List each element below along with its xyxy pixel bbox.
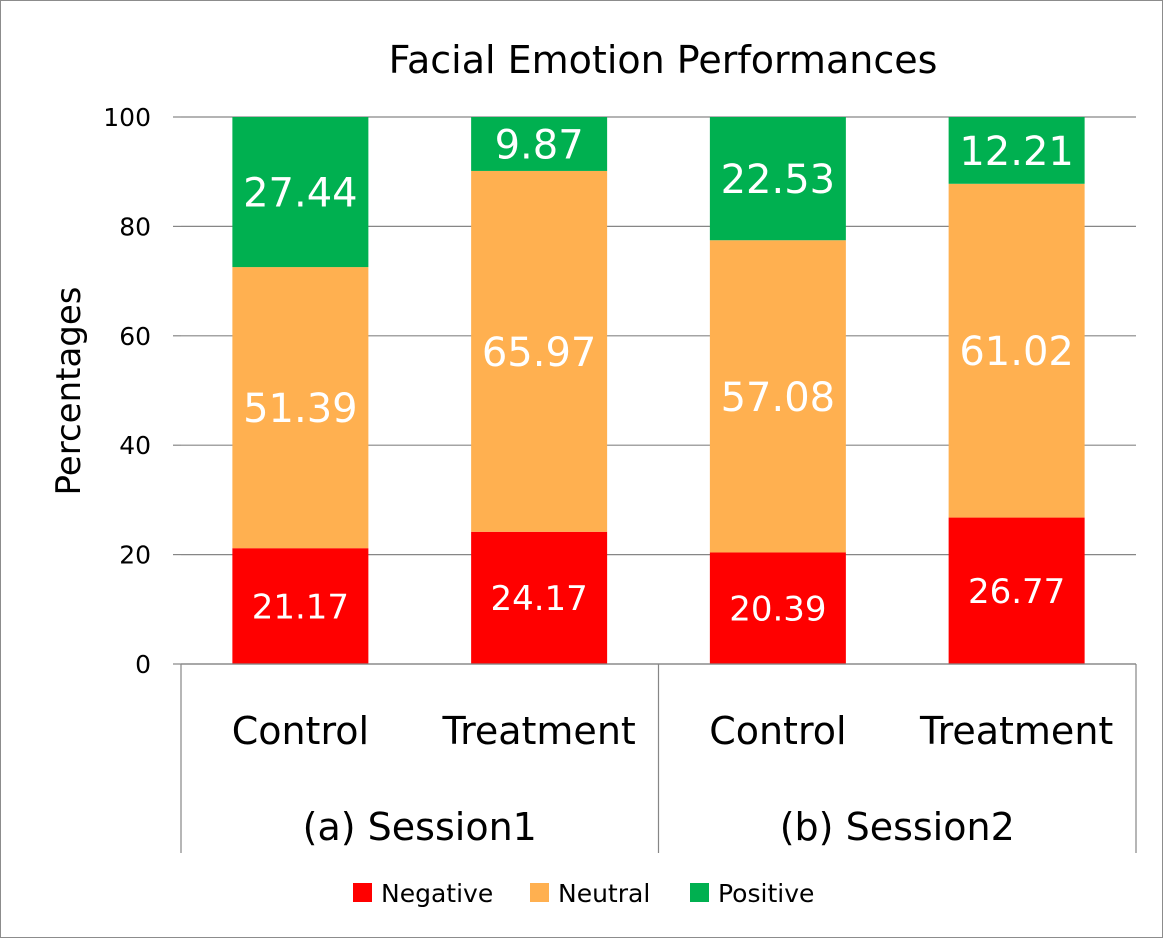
legend-swatch-neutral (530, 883, 549, 902)
x-group-label: (a) Session1 (303, 805, 537, 849)
legend-swatch-positive (690, 883, 709, 902)
x-group-label: (b) Session2 (780, 805, 1015, 849)
bar-segment-negative (471, 531, 608, 664)
data-label-positive: 12.21 (959, 129, 1074, 175)
bar-segment-positive (232, 117, 369, 268)
x-category-label: Treatment (441, 709, 635, 753)
legend-swatch-negative (353, 883, 372, 902)
y-axis-label: Percentages (49, 287, 89, 496)
data-label-negative: 24.17 (490, 579, 587, 619)
legend-label-positive: Positive (718, 879, 814, 908)
y-tick-label: 60 (119, 322, 151, 351)
data-label-positive: 9.87 (495, 122, 584, 168)
legend-label-neutral: Neutral (558, 879, 650, 908)
y-tick-label: 40 (119, 431, 151, 460)
y-tick-label: 80 (119, 212, 151, 241)
chart-title: Facial Emotion Performances (389, 38, 938, 82)
y-tick-label: 0 (135, 650, 151, 679)
bar-segment-positive (948, 117, 1085, 184)
bar-segment-negative (709, 552, 846, 664)
data-label-negative: 21.17 (252, 587, 349, 627)
bar-segment-neutral (948, 183, 1085, 518)
legend: Negative Neutral Positive (353, 879, 814, 908)
bar-segment-negative (948, 517, 1085, 664)
bar-segment-neutral (471, 170, 608, 532)
bar-segment-positive (709, 117, 846, 241)
bar-segment-neutral (232, 267, 369, 549)
bar-segment-negative (232, 548, 369, 664)
data-label-neutral: 61.02 (959, 329, 1074, 375)
bars: 21.17 51.39 27.44 24.17 65.97 9.87 20.39 57.08 2… (232, 117, 1085, 664)
y-axis-ticks: 0 20 40 60 80 100 (103, 103, 181, 679)
bar-segment-positive (471, 117, 608, 171)
x-category-label: Treatment (919, 709, 1113, 753)
y-tick-label: 100 (103, 103, 151, 132)
data-label-negative: 20.39 (729, 589, 826, 629)
data-label-neutral: 65.97 (482, 330, 597, 376)
x-axis: Control Treatment Control Treatment (a) Sess… (180, 663, 1137, 853)
y-tick-label: 20 (119, 541, 151, 570)
data-label-positive: 27.44 (243, 170, 358, 216)
data-label-neutral: 51.39 (243, 386, 358, 432)
bar-segment-neutral (709, 240, 846, 553)
legend-label-negative: Negative (381, 879, 493, 908)
data-label-positive: 22.53 (721, 157, 836, 203)
x-category-label: Control (709, 709, 846, 753)
data-label-neutral: 57.08 (721, 375, 836, 421)
data-label-negative: 26.77 (968, 572, 1065, 612)
x-category-label: Control (232, 709, 369, 753)
